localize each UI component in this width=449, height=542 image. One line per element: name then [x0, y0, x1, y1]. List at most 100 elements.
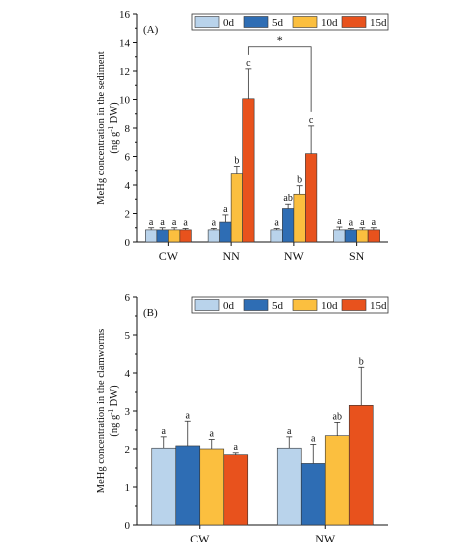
- significance-letter: ab: [333, 411, 342, 422]
- bar-cw-10d: [199, 448, 225, 526]
- y-tick-label: 5: [125, 330, 131, 342]
- significance-letter: a: [212, 217, 217, 228]
- significance-letter: a: [372, 217, 377, 228]
- legend-label-15d: 15d: [370, 300, 387, 312]
- panel-label: (A): [143, 24, 159, 36]
- significance-letter: a: [149, 217, 154, 228]
- legend-label-5d: 5d: [272, 17, 284, 29]
- y-tick-label: 0: [125, 237, 131, 249]
- y-tick-label: 10: [119, 95, 131, 107]
- significance-letter: a: [274, 217, 279, 228]
- y-axis-label-unit: (ng g: [109, 131, 120, 154]
- legend-frame: [191, 296, 389, 314]
- y-axis-label-main: MeHg concentration in the clamworms: [96, 329, 107, 493]
- y-tick-label: 16: [119, 9, 131, 21]
- bar-nw-10d: [293, 193, 306, 243]
- x-tick-label-nn: NN: [222, 249, 240, 263]
- legend-swatch-5d: [243, 16, 269, 28]
- bar-sn-10d: [356, 229, 369, 243]
- chart-panel-b: 0 1 2 3 4 5 6 MeHg concentration in the clamwor…: [96, 292, 389, 542]
- y-axis-label-unit-sup: -1: [107, 408, 115, 414]
- bar-nw-10d: [324, 435, 350, 526]
- y-axis-label: MeHg concentration in the sediment (ng g-…: [96, 51, 120, 204]
- significance-letter: b: [359, 356, 364, 367]
- significance-letter: a: [287, 426, 292, 437]
- panel-label: (B): [143, 307, 158, 319]
- y-tick-label: 4: [125, 368, 131, 380]
- y-tick-label: 2: [125, 209, 131, 221]
- bar-nn-10d: [230, 173, 243, 243]
- y-tick-label: 4: [125, 180, 131, 192]
- legend-swatch-15d: [341, 299, 367, 311]
- y-tick-label: 3: [125, 406, 131, 418]
- legend-label-5d: 5d: [272, 300, 284, 312]
- bar-cw-15d: [179, 229, 192, 243]
- legend-swatch-10d: [292, 16, 318, 28]
- significance-letter: a: [172, 217, 177, 228]
- y-axis-label-unit-sup: -1: [107, 125, 115, 131]
- bar-cw-5d: [156, 229, 169, 243]
- bar-cw-0d: [145, 229, 158, 243]
- x-tick-label-cw: CW: [190, 532, 210, 542]
- y-tick-label: 8: [125, 123, 131, 135]
- bar-nn-0d: [207, 229, 220, 243]
- y-tick-label: 1: [125, 482, 131, 494]
- bar-cw-15d: [223, 454, 249, 526]
- significance-letter: a: [360, 217, 365, 228]
- significance-bracket: [247, 46, 312, 112]
- significance-letter: a: [183, 217, 188, 228]
- x-tick-label-nw: NW: [315, 532, 336, 542]
- bar-nw-5d: [300, 463, 326, 526]
- y-axis-label-unit: (ng g: [109, 414, 120, 437]
- legend-swatch-0d: [194, 299, 220, 311]
- significance-letter: a: [186, 410, 191, 421]
- significance-letter: a: [311, 433, 316, 444]
- legend-label-15d: 15d: [370, 17, 387, 29]
- y-axis-label-unit-tail: DW): [109, 102, 120, 126]
- bar-nn-15d: [242, 98, 255, 243]
- bar-sn-0d: [333, 229, 346, 243]
- significance-asterisk: *: [277, 33, 283, 47]
- significance-letter: a: [349, 217, 354, 228]
- legend: 0d 5d 10d 15d: [191, 296, 389, 314]
- significance-letter: b: [234, 155, 239, 166]
- significance-letter: c: [246, 58, 251, 69]
- bar-nw-0d: [276, 447, 302, 526]
- bar-cw-0d: [151, 447, 177, 526]
- significance-letter: a: [210, 429, 215, 440]
- y-axis-label-unit-tail: DW): [109, 385, 120, 409]
- significance-letter: a: [337, 216, 342, 227]
- legend: 0d 5d 10d 15d: [191, 13, 389, 31]
- significance-letter: a: [234, 442, 239, 453]
- y-tick-label: 6: [125, 152, 131, 164]
- legend-label-10d: 10d: [321, 17, 338, 29]
- x-tick-label-nw: NW: [284, 249, 305, 263]
- legend-swatch-15d: [341, 16, 367, 28]
- bar-sn-5d: [344, 229, 357, 243]
- y-tick-label: 0: [125, 520, 131, 532]
- x-tick-label-sn: SN: [349, 249, 365, 263]
- significance-letter: a: [162, 426, 167, 437]
- significance-letter: b: [297, 175, 302, 186]
- y-tick-label: 14: [119, 38, 131, 50]
- significance-letter: c: [309, 115, 314, 126]
- significance-letter: a: [160, 217, 165, 228]
- x-tick-label-cw: CW: [159, 249, 179, 263]
- significance-letter: a: [223, 204, 228, 215]
- legend-swatch-0d: [194, 16, 220, 28]
- y-tick-label: 6: [125, 292, 131, 304]
- y-tick-label: 12: [119, 66, 130, 78]
- bar-nw-15d: [305, 153, 318, 243]
- legend-label-10d: 10d: [321, 300, 338, 312]
- bar-cw-5d: [175, 445, 201, 526]
- bar-cw-10d: [168, 229, 181, 243]
- y-tick-label: 2: [125, 444, 131, 456]
- legend-swatch-5d: [243, 299, 269, 311]
- chart-panel-a: 0 2 4 6 8 10 12 14 16 MeHg concentration in the s…: [96, 9, 389, 263]
- legend-label-0d: 0d: [223, 17, 235, 29]
- legend-label-0d: 0d: [223, 300, 235, 312]
- bar-nn-5d: [219, 221, 232, 243]
- legend-frame: [191, 13, 389, 31]
- bar-nw-0d: [270, 229, 283, 243]
